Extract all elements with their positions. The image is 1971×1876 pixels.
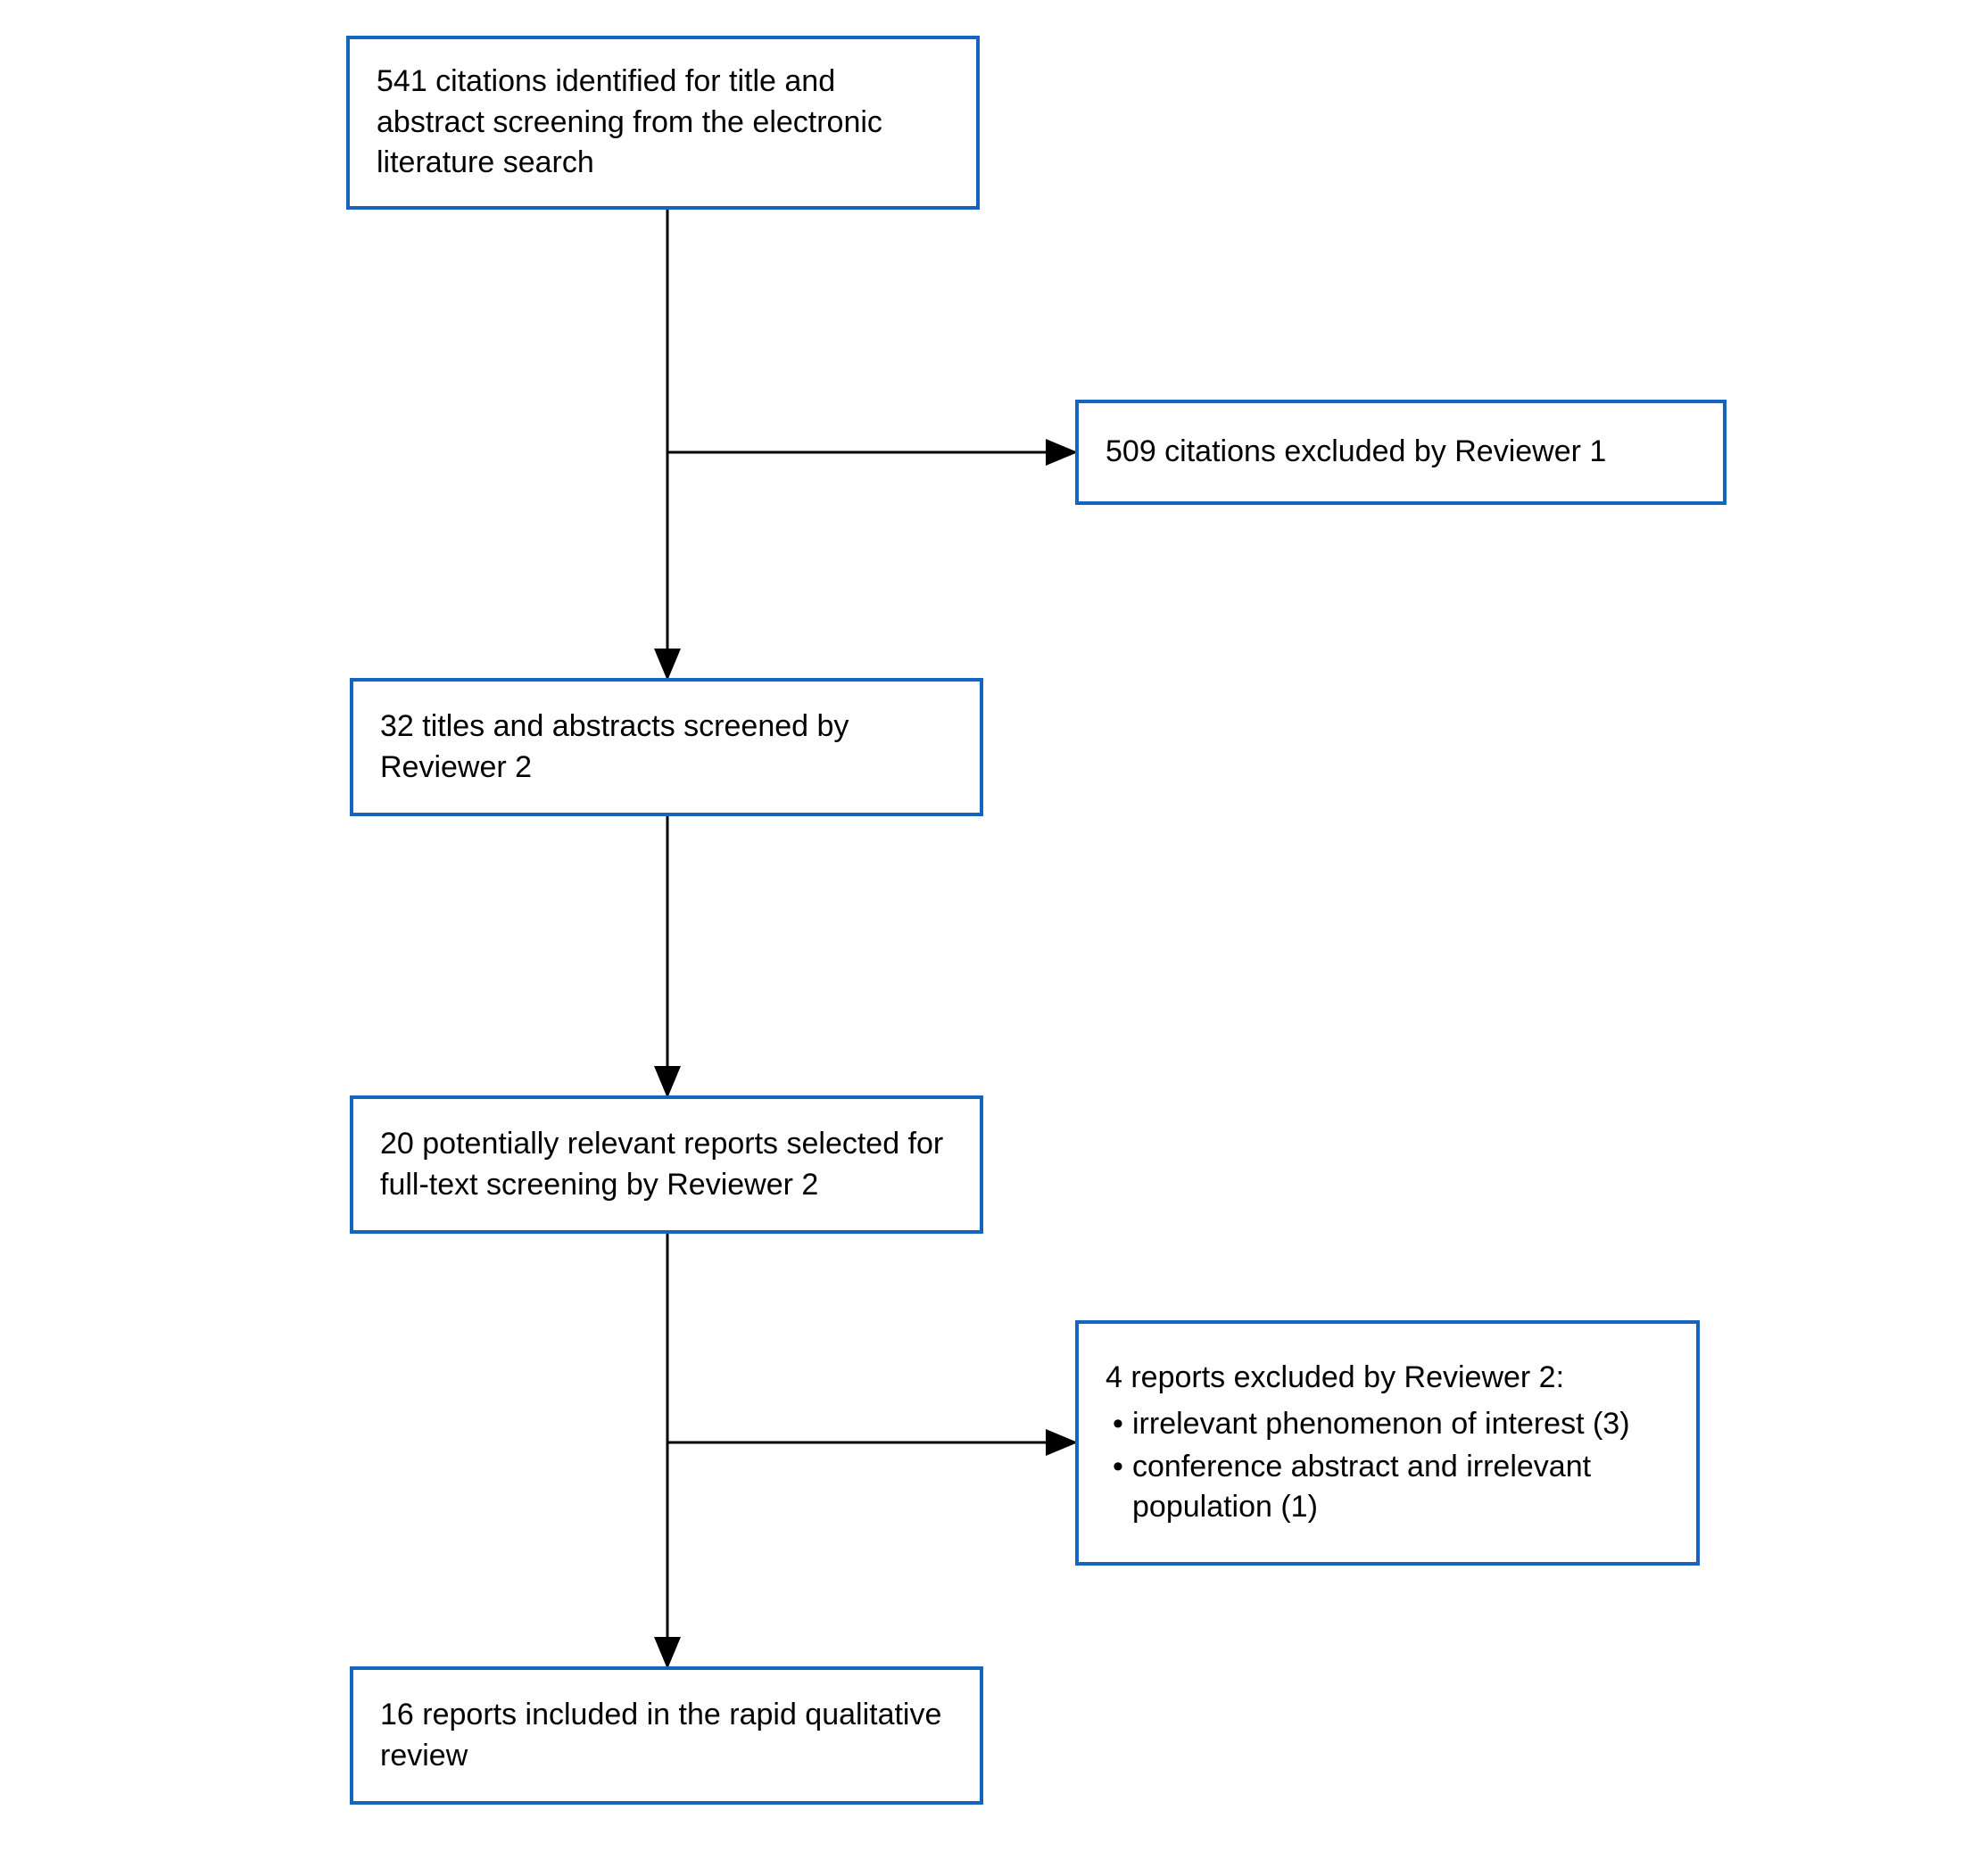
node-header: 4 reports excluded by Reviewer 2:	[1106, 1358, 1669, 1399]
node-excluded-reviewer1: 509 citations excluded by Reviewer 1	[1075, 400, 1727, 505]
node-text: 541 citations identified for title and a…	[377, 62, 949, 185]
node-text: 16 reports included in the rapid qualita…	[380, 1695, 953, 1777]
node-fulltext-selected: 20 potentially relevant reports selected…	[350, 1095, 983, 1234]
exclusion-reason-item: conference abstract and irrelevant popul…	[1106, 1447, 1669, 1529]
node-text: 20 potentially relevant reports selected…	[380, 1124, 953, 1206]
node-text: 509 citations excluded by Reviewer 1	[1106, 432, 1696, 473]
node-citations-identified: 541 citations identified for title and a…	[346, 36, 980, 210]
node-excluded-reviewer2: 4 reports excluded by Reviewer 2: irrele…	[1075, 1320, 1700, 1566]
flowchart-container: 541 citations identified for title and a…	[0, 0, 1971, 1876]
exclusion-reasons-list: irrelevant phenomenon of interest (3)con…	[1106, 1402, 1669, 1529]
node-included-reports: 16 reports included in the rapid qualita…	[350, 1666, 983, 1805]
connector-layer	[0, 0, 1971, 1876]
node-text: 32 titles and abstracts screened by Revi…	[380, 707, 953, 789]
exclusion-reason-item: irrelevant phenomenon of interest (3)	[1106, 1404, 1669, 1445]
node-screened-reviewer2: 32 titles and abstracts screened by Revi…	[350, 678, 983, 816]
